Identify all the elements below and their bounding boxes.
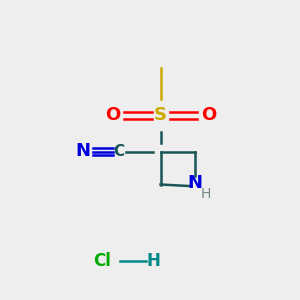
Text: N: N [75, 142, 90, 160]
Text: O: O [105, 106, 120, 124]
Text: H: H [200, 187, 211, 200]
Text: S: S [154, 106, 167, 124]
Text: O: O [201, 106, 216, 124]
Text: H: H [146, 252, 160, 270]
Text: Cl: Cl [93, 252, 111, 270]
Text: C: C [113, 144, 124, 159]
Text: N: N [188, 174, 202, 192]
